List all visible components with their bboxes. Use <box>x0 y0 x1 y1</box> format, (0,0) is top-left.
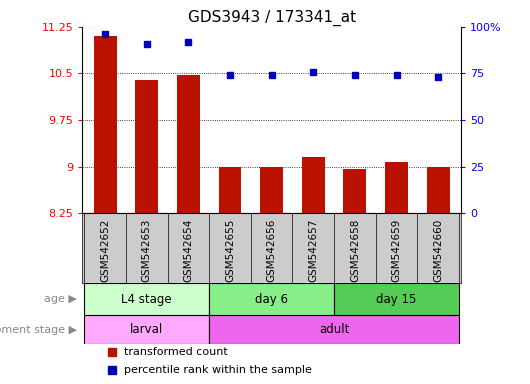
Text: L4 stage: L4 stage <box>121 293 172 306</box>
Text: GSM542658: GSM542658 <box>350 219 360 282</box>
Text: GSM542656: GSM542656 <box>267 219 277 282</box>
Text: adult: adult <box>319 323 349 336</box>
Bar <box>218 167 242 213</box>
Text: day 15: day 15 <box>376 293 417 306</box>
Text: development stage ▶: development stage ▶ <box>0 325 77 335</box>
Text: GSM542653: GSM542653 <box>142 219 152 282</box>
Title: GDS3943 / 173341_at: GDS3943 / 173341_at <box>188 9 356 25</box>
Text: GSM542657: GSM542657 <box>308 219 319 282</box>
Text: percentile rank within the sample: percentile rank within the sample <box>124 365 312 375</box>
Bar <box>84 315 209 344</box>
Text: GSM542655: GSM542655 <box>225 219 235 282</box>
Bar <box>334 283 459 315</box>
Bar <box>343 169 366 213</box>
Bar <box>260 167 283 213</box>
Text: GSM542660: GSM542660 <box>433 219 443 282</box>
Text: larval: larval <box>130 323 163 336</box>
Text: GSM542654: GSM542654 <box>183 219 193 282</box>
Bar <box>135 80 158 213</box>
Text: GSM542659: GSM542659 <box>392 219 402 282</box>
Text: GSM542652: GSM542652 <box>100 219 110 282</box>
Text: day 6: day 6 <box>255 293 288 306</box>
Text: transformed count: transformed count <box>124 347 227 357</box>
Bar <box>385 162 408 213</box>
Bar <box>84 283 209 315</box>
Bar <box>94 36 117 213</box>
Text: age ▶: age ▶ <box>44 294 77 304</box>
Bar <box>209 315 459 344</box>
Bar <box>209 283 334 315</box>
Bar <box>177 75 200 213</box>
Bar <box>302 157 325 213</box>
Bar <box>427 167 449 213</box>
